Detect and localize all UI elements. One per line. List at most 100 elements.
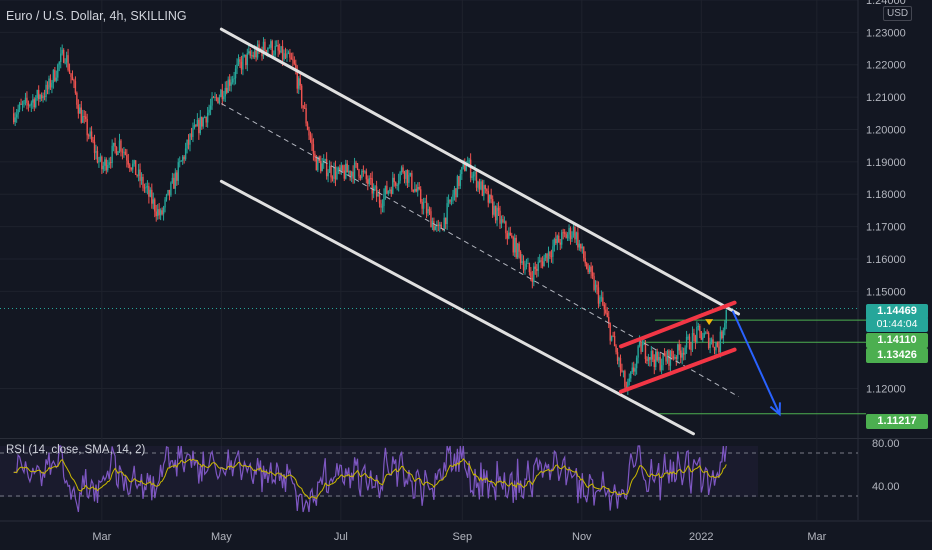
candle-body (710, 339, 713, 343)
candle-body (428, 209, 431, 212)
candle-body (149, 189, 152, 197)
candle-body (419, 189, 422, 202)
candle-body (89, 131, 91, 137)
candle-body (656, 351, 658, 361)
candle-body (171, 177, 174, 183)
candle-body (32, 99, 34, 103)
price-tick-label: 1.24000 (866, 0, 906, 7)
candle-body (444, 217, 447, 225)
candle-body (484, 185, 487, 190)
candle-body (447, 199, 450, 204)
signal-marker (705, 319, 714, 326)
candle-body (377, 194, 379, 197)
candle-body (628, 378, 630, 382)
candle-body (132, 163, 134, 170)
candle-body (585, 263, 588, 269)
candle-body (533, 266, 535, 282)
candle-body (154, 199, 156, 212)
candle-body (179, 161, 181, 163)
candle-body (552, 246, 554, 257)
candle-body (536, 268, 538, 271)
currency-badge[interactable]: USD (883, 6, 913, 21)
candle-body (155, 211, 157, 216)
candle-body (565, 233, 567, 239)
candle-body (217, 97, 219, 104)
candle-body (23, 100, 25, 105)
candle-body (555, 238, 557, 244)
candle-body (394, 182, 397, 186)
candle-body (139, 169, 141, 181)
candle-body (283, 53, 285, 60)
candle-body (77, 104, 80, 114)
candle-body (127, 160, 130, 165)
price-tick-label: 1.21000 (866, 92, 906, 104)
candle-body (571, 235, 573, 239)
price-tick-label: 1.16000 (866, 254, 906, 266)
candle-body (471, 176, 473, 178)
candle-body (660, 365, 663, 370)
time-tick-label: Mar (807, 531, 826, 543)
candle-body (137, 169, 140, 176)
time-axis: Mar May Jul Sep Nov 2022 Mar (92, 531, 826, 543)
candle-body (707, 332, 710, 348)
candle-body (610, 335, 613, 341)
candle-body (350, 171, 353, 177)
candle-body (64, 62, 66, 64)
candle-body (433, 221, 435, 231)
candle-body (86, 118, 88, 136)
candle-body (437, 224, 440, 226)
candle-body (49, 78, 52, 88)
candle-body (591, 271, 594, 277)
candle-body (458, 176, 460, 186)
candle-body (446, 203, 448, 225)
candle-body (199, 116, 201, 134)
candle-body (655, 351, 657, 368)
price-axis: 1.24000 1.23000 1.22000 1.21000 1.20000 1.190… (857, 0, 906, 520)
candle-body (359, 176, 362, 179)
candle-body (133, 160, 135, 164)
candle-body (368, 178, 370, 184)
candle-body (315, 156, 318, 171)
candle-body (204, 116, 206, 118)
candle-body (543, 257, 545, 267)
candle-body (107, 164, 109, 171)
candle-body (274, 46, 276, 55)
candle-body (503, 221, 506, 223)
candle-body (411, 173, 413, 190)
candle-body (713, 347, 716, 351)
candle-body (223, 96, 225, 100)
candle-body (51, 82, 53, 88)
candle-body (367, 179, 369, 184)
candle-body (462, 162, 464, 168)
price-tick-label: 1.19000 (866, 157, 906, 169)
candle-body (393, 177, 395, 183)
candle-body (101, 156, 103, 170)
candle-body (646, 359, 648, 362)
candle-body (405, 170, 407, 179)
candle-body (527, 263, 529, 264)
candle-body (43, 96, 46, 98)
candle-body (486, 189, 488, 191)
candle-body (148, 186, 150, 197)
candle-body (186, 139, 188, 149)
candle-body (558, 235, 560, 243)
candle-body (195, 125, 197, 127)
candle-body (136, 174, 138, 176)
rsi-level-label: 40.00 (872, 481, 900, 493)
candle-body (581, 246, 583, 249)
candle-body (602, 297, 604, 305)
candle-body (334, 167, 337, 180)
candle-body (187, 139, 190, 145)
candle-body (430, 211, 432, 228)
candle-body (253, 50, 256, 58)
rising-channel-lower-line (618, 347, 737, 394)
candle-body (162, 207, 165, 215)
candle-body (145, 187, 147, 189)
candle-body (102, 165, 105, 170)
candle-body (221, 89, 224, 100)
candle-body (531, 277, 534, 282)
candle-body (725, 309, 727, 324)
candle-body (666, 350, 669, 362)
candle-body (634, 368, 636, 372)
